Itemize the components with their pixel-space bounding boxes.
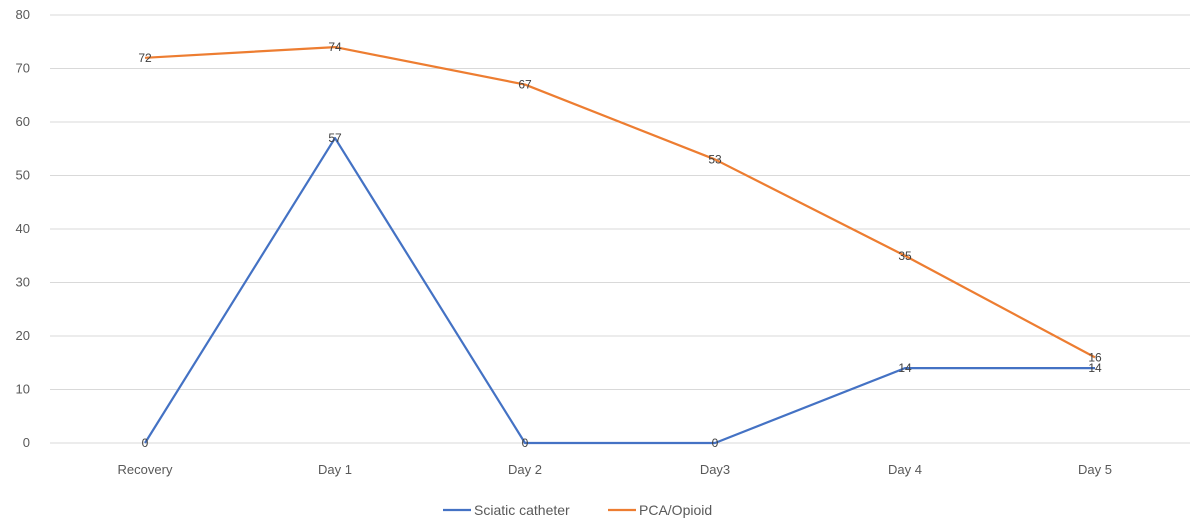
data-label: 0 bbox=[712, 436, 719, 450]
data-label: 14 bbox=[898, 361, 912, 375]
series-line bbox=[144, 45, 1096, 359]
data-label: 0 bbox=[522, 436, 529, 450]
x-tick-label: Day 5 bbox=[1078, 462, 1112, 477]
data-label: 57 bbox=[328, 131, 342, 145]
series-line bbox=[144, 136, 1095, 445]
y-tick-label: 30 bbox=[16, 275, 30, 290]
data-label: 72 bbox=[138, 51, 152, 65]
data-label: 74 bbox=[328, 40, 342, 54]
data-label: 16 bbox=[1088, 350, 1102, 364]
y-axis-ticks: 0 10 20 30 40 50 60 70 80 bbox=[16, 7, 30, 450]
x-axis-ticks: Recovery Day 1 Day 2 Day3 Day 4 Day 5 bbox=[118, 462, 1112, 477]
data-label: 14 bbox=[1088, 361, 1102, 375]
y-tick-label: 20 bbox=[16, 328, 30, 343]
data-label: 67 bbox=[518, 78, 532, 92]
data-labels: 0 57 0 0 14 14 72 74 67 53 35 16 bbox=[138, 40, 1102, 450]
data-label: 35 bbox=[898, 249, 912, 263]
series-lines bbox=[144, 45, 1096, 445]
x-tick-label: Day3 bbox=[700, 462, 730, 477]
x-tick-label: Day 4 bbox=[888, 462, 922, 477]
legend-label: Sciatic catheter bbox=[474, 502, 570, 518]
y-tick-label: 50 bbox=[16, 168, 30, 183]
y-tick-label: 40 bbox=[16, 221, 30, 236]
legend: Sciatic catheter PCA/Opioid bbox=[443, 502, 712, 518]
y-tick-label: 70 bbox=[16, 61, 30, 76]
y-tick-label: 0 bbox=[23, 435, 30, 450]
x-tick-label: Recovery bbox=[118, 462, 173, 477]
y-tick-label: 80 bbox=[16, 7, 30, 22]
y-tick-label: 60 bbox=[16, 114, 30, 129]
y-tick-label: 10 bbox=[16, 382, 30, 397]
x-tick-label: Day 1 bbox=[318, 462, 352, 477]
data-label: 0 bbox=[142, 436, 149, 450]
legend-label: PCA/Opioid bbox=[639, 502, 712, 518]
x-tick-label: Day 2 bbox=[508, 462, 542, 477]
data-label: 53 bbox=[708, 152, 722, 166]
gridlines bbox=[50, 14, 1190, 444]
